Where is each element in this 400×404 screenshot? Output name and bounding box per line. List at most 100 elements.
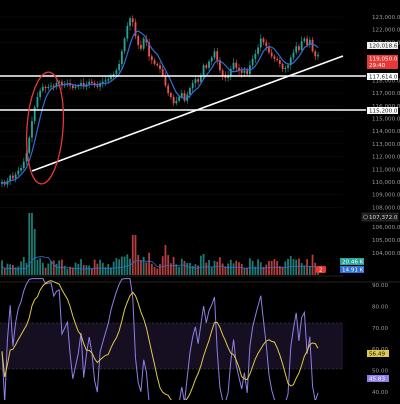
candle-body (131, 18, 134, 23)
candle-body (210, 57, 213, 62)
candle-body (22, 161, 25, 169)
candle (254, 49, 257, 63)
volume-bar (14, 267, 17, 275)
volume-badge-text: 2 (319, 268, 323, 274)
volume-bar (11, 264, 14, 275)
candle (36, 92, 39, 110)
volume-bar (284, 261, 287, 275)
candle (183, 90, 186, 103)
volume-tag-blue: 14.91 K (340, 266, 364, 274)
volume-bar (101, 262, 104, 275)
candle-body (183, 93, 186, 101)
candle (101, 77, 104, 88)
volume-badge[interactable]: 2 (316, 266, 326, 274)
price-tag-level-upper-text: 117,614.0 (369, 75, 398, 81)
candle (303, 36, 306, 44)
candle-body (317, 54, 319, 57)
candle-body (169, 93, 172, 97)
rsi-axis-tick: 70.00 (372, 326, 388, 332)
candle (55, 80, 58, 90)
volume-bar (183, 260, 186, 275)
volume-bar (123, 256, 126, 275)
volume-bar (110, 267, 112, 275)
volume-bar (156, 268, 159, 275)
candle (148, 38, 151, 61)
candle-body (126, 25, 129, 39)
annotation-ellipse[interactable] (23, 71, 67, 185)
candle-body (164, 75, 167, 86)
candle-body (199, 75, 202, 82)
candle-body (82, 83, 85, 87)
price-axis-tick: 122,000.0 (372, 28, 400, 34)
candle-body (172, 96, 175, 104)
candle-body (50, 85, 52, 87)
volume-bar (55, 263, 58, 275)
candle (161, 64, 164, 78)
price-tag-level-lower: 115,200.0 (367, 107, 398, 115)
candle-body (289, 57, 292, 66)
candle (1, 178, 3, 188)
volume-bar (208, 260, 210, 275)
candle (31, 116, 33, 143)
volume-bar (77, 264, 80, 275)
volume-bar (273, 259, 276, 275)
candle-body (41, 86, 44, 91)
volume-bar (243, 267, 246, 275)
candle-body (156, 63, 159, 66)
volume-bar (197, 265, 200, 275)
candle (126, 22, 129, 42)
volume-bar (93, 259, 96, 275)
candle-body (221, 70, 224, 76)
rsi-overbought-band (0, 323, 343, 369)
measure-tag[interactable]: 107,372.0 (361, 212, 399, 222)
candle (268, 42, 270, 55)
volume-bar (300, 263, 303, 275)
candle-body (88, 81, 91, 85)
volume-bar (3, 267, 6, 275)
price-tag-current-blue: 120,018.6 (367, 42, 398, 50)
volume-bar (28, 213, 31, 275)
rsi-tag-value-text: 45.83 (369, 377, 385, 383)
volume-bar (178, 266, 180, 275)
candle-body (159, 65, 161, 70)
price-axis-tick: 116,000.0 (372, 104, 400, 110)
volume-bar (145, 262, 148, 275)
candle (82, 78, 85, 90)
candle-body (107, 79, 110, 81)
volume-bar (276, 261, 279, 275)
candle-body (110, 76, 112, 80)
candle (281, 62, 284, 72)
volume-bar (9, 264, 12, 275)
volume-bar (238, 262, 240, 275)
candle-body (25, 152, 28, 162)
volume-bar (292, 259, 295, 275)
price-axis-tick: 117,000.0 (372, 91, 400, 97)
volume-bar (306, 259, 309, 275)
volume-bar (295, 259, 298, 275)
candle (317, 51, 319, 60)
volume-bar (308, 265, 311, 275)
candle (22, 157, 25, 171)
volume-bar (115, 258, 118, 275)
candle-body (17, 170, 20, 175)
candle-body (194, 79, 197, 83)
volume-bar (20, 261, 22, 275)
candle (289, 55, 292, 70)
volume-bar (268, 261, 270, 275)
candle (156, 62, 159, 67)
ascending-trendline[interactable] (31, 55, 344, 172)
candle-body (31, 121, 33, 138)
candle (232, 58, 235, 72)
volume-bar (31, 213, 33, 275)
volume-bar (191, 266, 194, 275)
volume-bar (161, 256, 164, 275)
candle-body (148, 42, 151, 57)
volume-bar (39, 258, 42, 275)
candle-body (101, 81, 104, 83)
candle-body (20, 168, 22, 171)
volume-bar (90, 268, 93, 275)
volume-bar (140, 260, 142, 275)
price-tag-current-red: 119,050.0 29:40 (367, 55, 398, 69)
volume-tag-blue-text: 14.91 K (342, 268, 364, 274)
